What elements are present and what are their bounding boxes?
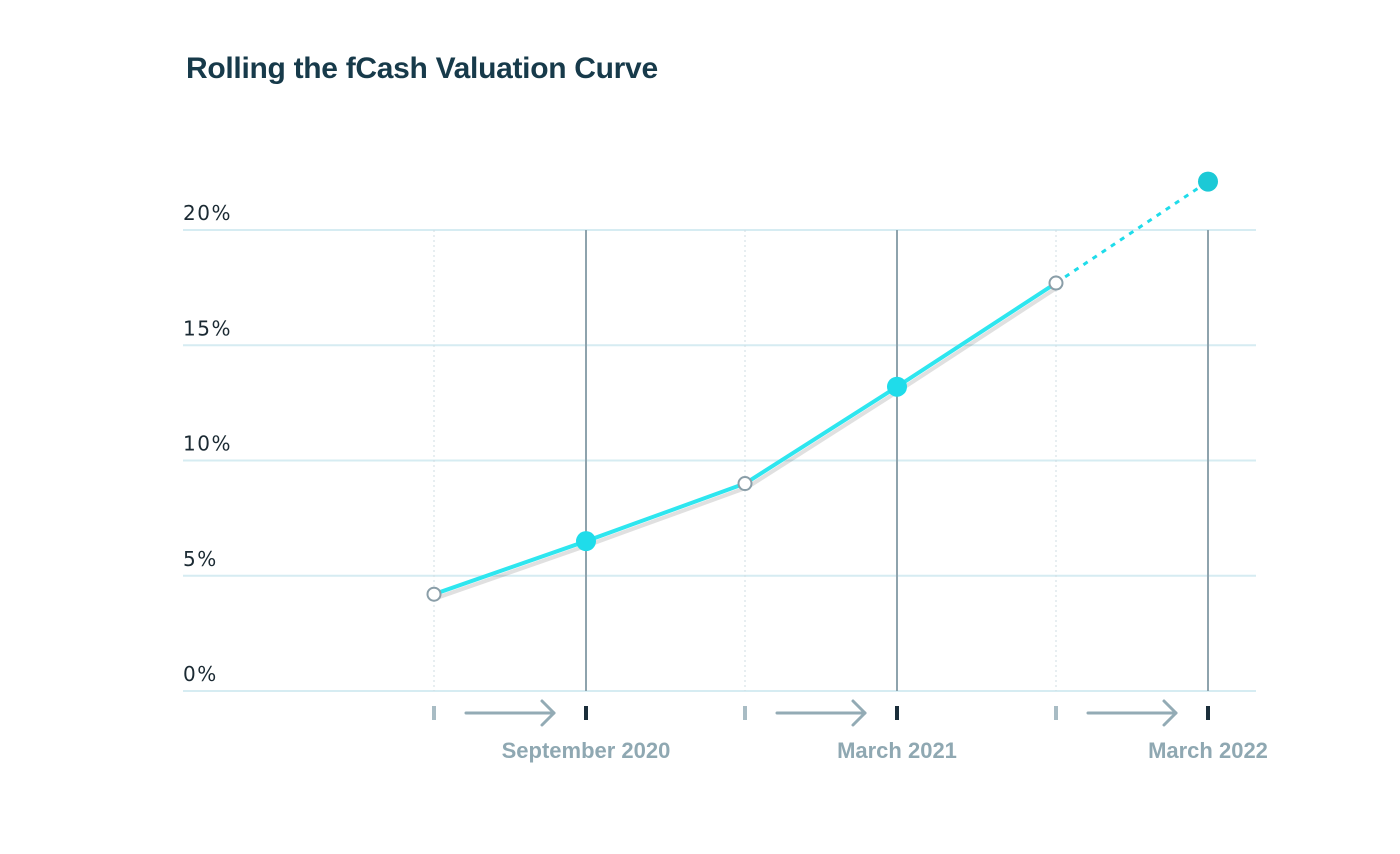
axis-layer: 0% 5% 10% 15% 20% September 2020 March 2021 Mar… — [183, 201, 1268, 763]
data-point-filled — [576, 531, 596, 552]
x-tick-label: March 2022 — [1148, 738, 1268, 763]
roll-arrow-head-icon — [1162, 699, 1178, 727]
y-tick-label: 10% — [183, 432, 232, 456]
roll-arrow-head-icon — [851, 699, 867, 727]
data-point-hollow — [737, 476, 753, 492]
data-point-hollow — [426, 586, 442, 602]
x-tick-label: September 2020 — [502, 738, 671, 763]
y-tick-label: 0% — [183, 662, 218, 686]
data-point-hollow — [1048, 275, 1064, 291]
series-line — [433, 281, 1058, 597]
chart-title: Rolling the fCash Valuation Curve — [186, 52, 658, 85]
data-point-filled — [1198, 171, 1218, 192]
series-dashed-segment — [1055, 180, 1209, 285]
y-tick-label: 15% — [183, 316, 232, 340]
y-tick-label: 20% — [183, 201, 232, 225]
grid-layer — [183, 229, 1256, 692]
y-tick-label: 5% — [183, 547, 218, 571]
series-layer — [426, 171, 1218, 602]
x-tick-label: March 2021 — [837, 738, 957, 763]
roll-arrow-head-icon — [540, 699, 556, 727]
data-point-filled — [887, 376, 907, 397]
series-line-shadow — [435, 285, 1060, 601]
